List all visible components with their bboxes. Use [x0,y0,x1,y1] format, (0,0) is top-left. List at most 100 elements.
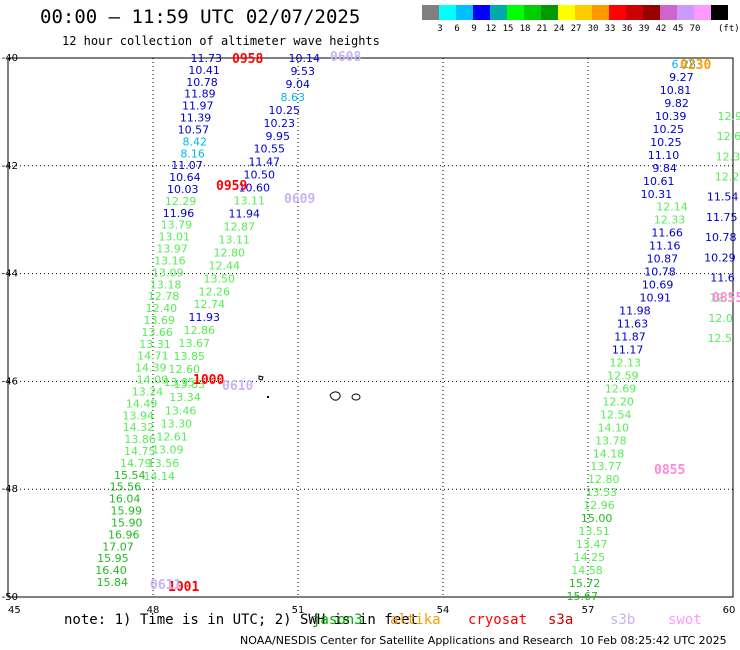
wave-height-value: 11.17 [612,343,644,356]
wave-height-value: 11.73 [191,52,223,65]
wave-height-value: 9.04 [286,78,311,91]
wave-height-value: 14.10 [598,421,630,434]
wave-height-value: 10.31 [641,188,673,201]
wave-height-value: 13.30 [161,417,193,430]
wave-height-value: 8.16 [180,147,205,160]
legend-swatch [473,5,490,20]
wave-height-value: 14.79 [120,457,152,470]
wave-height-value: 12.14 [656,201,688,214]
wave-height-value: 13.24 [132,385,164,398]
wave-height-value: 14.58 [571,564,603,577]
legend-unit: (ft) [718,24,740,34]
pass-time-label: 0855 [712,291,740,306]
wave-height-value: 11.39 [180,112,212,125]
wave-height-value: 12.26 [199,285,231,298]
legend-label: 3 [437,24,443,34]
wave-height-value: 17.07 [102,540,134,553]
island-outlines [258,375,361,401]
legend-label: 33 [604,24,616,34]
wave-height-value: 11.98 [619,305,651,318]
legend-swatch [711,5,728,20]
wave-height-value: 10.25 [650,136,682,149]
wave-height-value: 11.07 [171,159,203,172]
wave-height-value: 9.84 [652,162,677,175]
lon-tick-label: 54 [437,605,450,616]
wave-height-value: 11.16 [649,240,681,253]
lon-tick-label: 48 [147,605,160,616]
legend-swatch [643,5,660,20]
legend-swatch [626,5,643,20]
wave-height-value: 10.64 [169,171,201,184]
legend-sat-altika: altika [390,612,441,628]
wave-height-value: 13.86 [124,433,156,446]
wave-height-value: 13.83 [174,378,206,391]
legend-swatch [422,5,439,20]
legend-swatch [558,5,575,20]
wave-height-value: 8.63 [281,91,306,104]
wave-height-value: 9.53 [291,65,316,78]
wave-height-value: 10.60 [239,182,271,195]
wave-height-value: 13.78 [595,434,627,447]
wave-height-value: 15.84 [97,576,129,589]
wave-height-value: 9.27 [669,71,694,84]
wave-height-value: 11.10 [648,149,680,162]
wave-height-value: 10.03 [167,183,199,196]
lat-tick-label: -48 [2,484,18,495]
wave-height-value: 12.74 [194,298,226,311]
legend-sat-swot: swot [668,612,702,628]
wave-height-value: 13.09 [152,266,184,279]
lon-tick-label: 57 [582,605,595,616]
wave-height-value: 10.25 [269,104,301,117]
wave-height-value: 13.11 [234,195,266,208]
legend-swatch [456,5,473,20]
wave-height-value: 13.53 [586,486,618,499]
wave-height-value: 13.47 [576,538,608,551]
wave-height-value: 10.29 [704,251,736,264]
wave-height-value: 13.97 [156,243,188,256]
wave-height-value: 11.89 [184,88,216,101]
legend-label: 30 [587,24,599,34]
wave-height-value: 13.16 [154,254,186,267]
wave-height-value: 13.31 [139,338,171,351]
wave-height-value: 14.25 [574,551,606,564]
pass-time-label: 0958 [232,52,263,67]
legend-label: 39 [638,24,650,34]
wave-height-value: 13.94 [122,409,154,422]
lat-tick-label: -46 [2,376,18,387]
legend-label: 12 [485,24,497,34]
lat-tick-label: -42 [2,161,18,172]
island-outline [258,375,264,381]
wave-height-values: 11.7310.4110.7811.8911.9711.3910.578.428… [95,52,740,603]
lat-tick-label: -44 [2,269,18,280]
wave-height-value: 12.87 [224,220,256,233]
legend-label: 18 [519,24,531,34]
wave-height-value: 14.71 [137,350,169,363]
wave-height-value: 15.56 [110,481,142,494]
wave-height-value: 11.87 [614,330,646,343]
wave-height-value: 8.42 [183,135,208,148]
wave-height-value: 13.79 [161,219,193,232]
wave-height-value: 13.69 [144,314,176,327]
wave-height-value: 11.75 [706,211,738,224]
wave-height-value: 13.95 [164,376,196,389]
wave-height-value: 11.94 [229,208,261,221]
legend-swatch [507,5,524,20]
wave-height-value: 10.81 [660,84,692,97]
pass-time-label: 0609 [284,192,315,207]
legend-swatch [694,5,711,20]
wave-height-value: 15.67 [567,590,599,603]
pass-time-label: 1001 [168,580,199,595]
wave-height-value: 12.2 [715,171,740,184]
wave-height-value: 11.96 [163,207,195,220]
wave-height-value: 16.40 [95,564,127,577]
pass-time-label: 0608 [330,50,361,65]
wave-height-value: 10.57 [178,123,210,136]
wave-height-value: 12.6 [717,130,740,143]
wave-height-value: 10.25 [653,123,685,136]
wave-height-value: 12.69 [605,382,637,395]
wave-height-value: 13.18 [150,278,182,291]
pass-time-label: 0611 [150,578,181,593]
wave-height-value: 14.18 [593,447,625,460]
legend-sat-jason3: jason3 [312,612,363,628]
legend-swatch [592,5,609,20]
